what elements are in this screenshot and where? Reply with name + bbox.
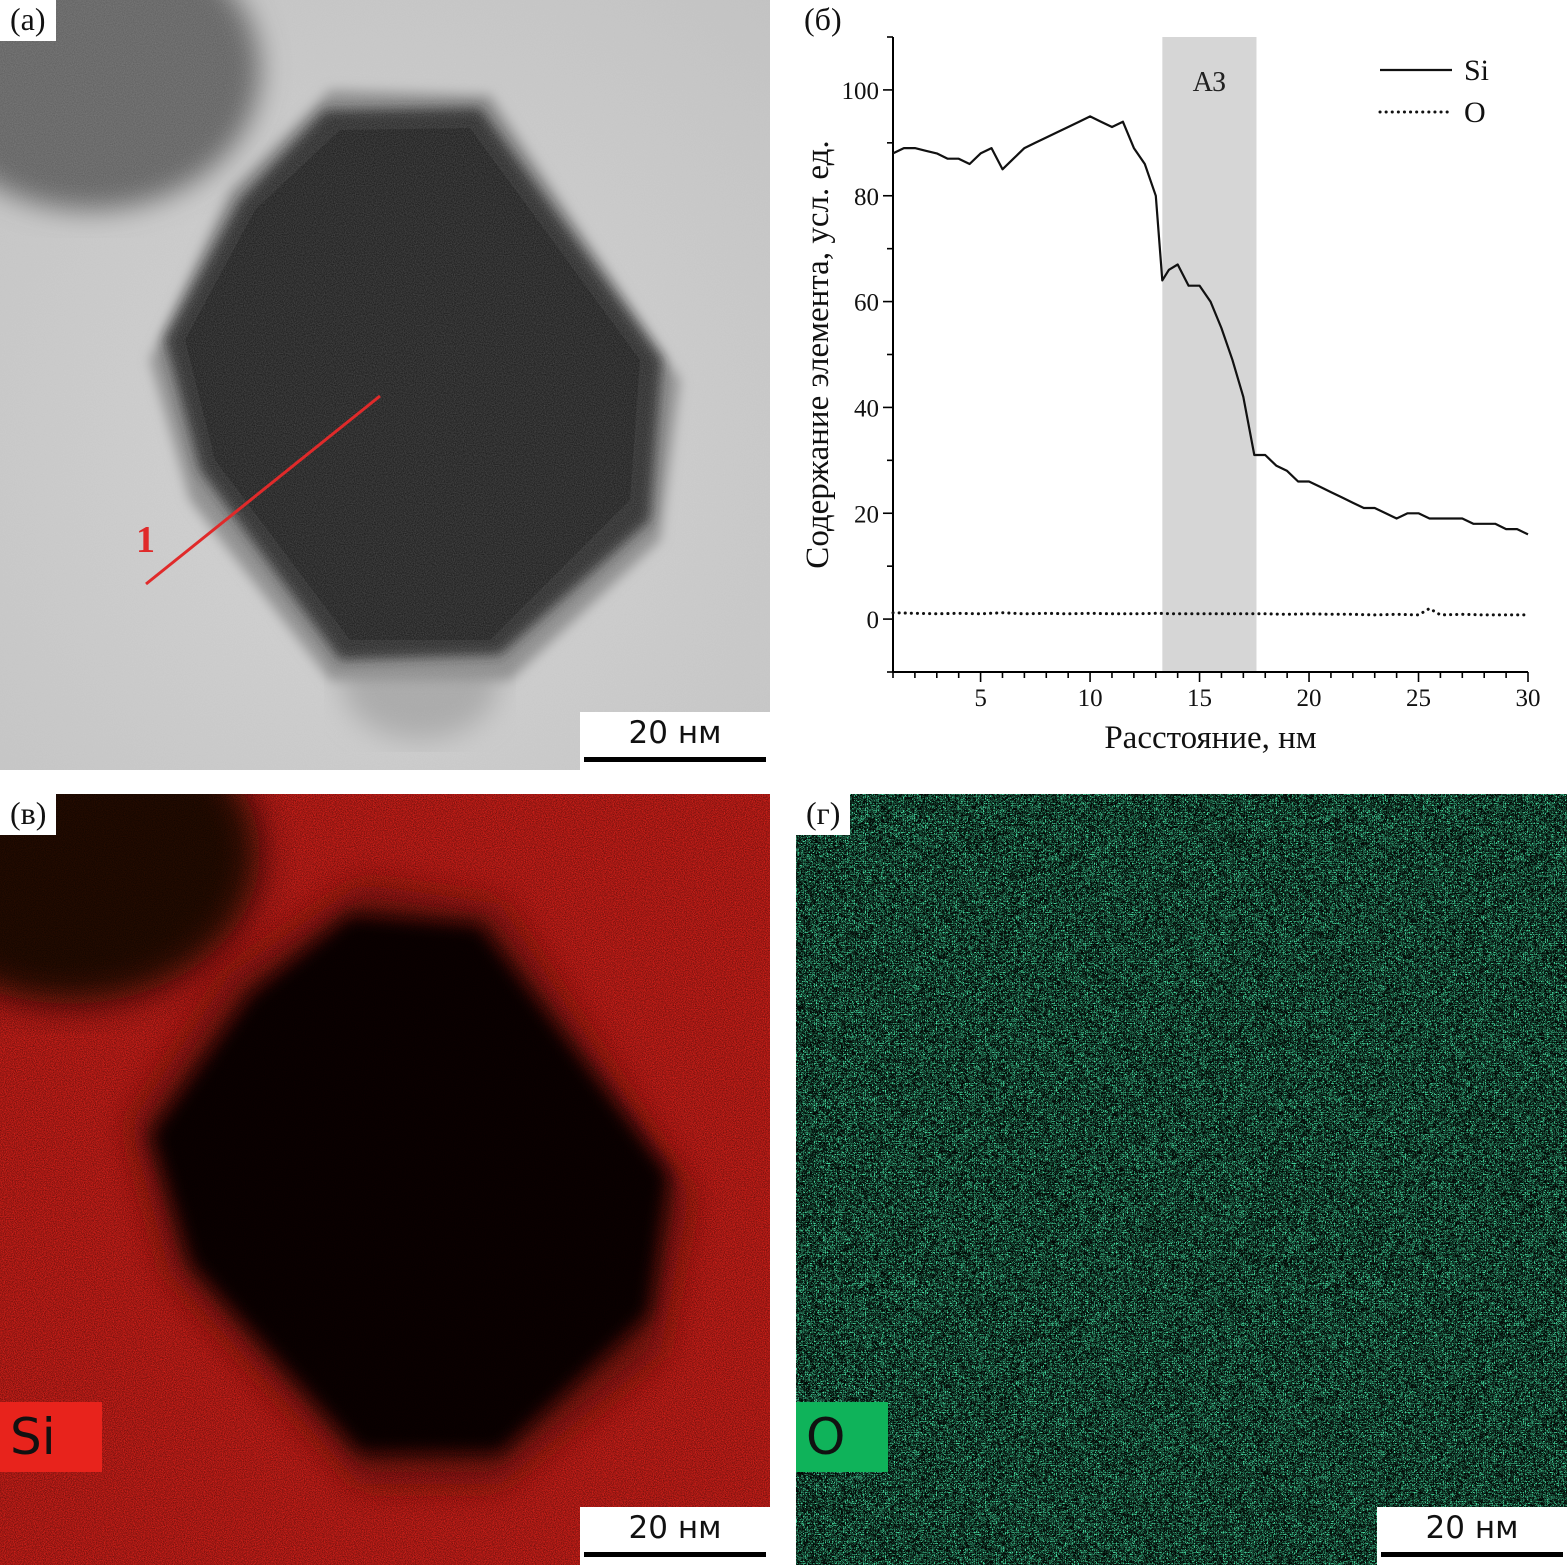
panel-label-a: (а)	[0, 0, 56, 42]
si-map-image	[0, 794, 770, 1565]
x-tick-label: 20	[1297, 685, 1322, 712]
x-tick-label: 5	[974, 685, 987, 712]
scale-bar-a-line	[584, 757, 766, 762]
scale-bar-c: 20 нм	[580, 1507, 770, 1565]
o-map-image	[796, 794, 1567, 1565]
x-tick-label: 30	[1516, 685, 1541, 712]
x-tick-label: 10	[1078, 685, 1103, 712]
series-line-si	[892, 115, 1529, 536]
scale-bar-c-line	[584, 1552, 766, 1557]
y-tick-label: 20	[854, 501, 879, 528]
annotation-band	[1162, 37, 1257, 672]
x-tick-label: 15	[1187, 685, 1212, 712]
legend-label-si: Si	[1464, 54, 1489, 87]
chart-svg: АЗ 5 10 15 20 25 30 0 20 40 60 80 100 Расстояние, нм…	[800, 36, 1541, 756]
y-tick-label: 80	[854, 184, 879, 211]
line-scan-label: 1	[136, 519, 155, 561]
scale-bar-d: 20 нм	[1377, 1507, 1567, 1565]
scale-bar-d-text: 20 нм	[1425, 1510, 1519, 1546]
series-line-o	[891, 607, 1530, 617]
panel-label-b: (б)	[794, 0, 852, 42]
panel-label-d: (г)	[796, 794, 851, 836]
y-tick-label: 100	[842, 78, 880, 105]
si-element-badge: Si	[0, 1402, 102, 1472]
tem-image	[0, 0, 770, 770]
line-scan-marker	[145, 394, 381, 586]
panel-label-c: (в)	[0, 794, 57, 836]
x-tick-label: 25	[1406, 685, 1431, 712]
scale-bar-d-line	[1381, 1552, 1563, 1557]
tem-image-panel: (а) 1 20 нм	[0, 0, 770, 770]
o-element-badge: O	[796, 1402, 888, 1472]
scale-bar-a: 20 нм	[580, 712, 770, 770]
si-map-panel: (в) Si 20 нм	[0, 794, 770, 1565]
y-tick-label: 40	[854, 395, 879, 422]
scale-bar-c-text: 20 нм	[628, 1510, 722, 1546]
o-map-panel: (г) O 20 нм	[796, 794, 1567, 1565]
y-axis-label: Содержание элемента, усл. ед.	[800, 140, 836, 568]
y-tick-label: 60	[854, 290, 879, 317]
line-profile-chart: АЗ 5 10 15 20 25 30 0 20 40 60 80 100 Расстояние, нм…	[790, 0, 1567, 780]
scale-bar-a-text: 20 нм	[628, 715, 722, 751]
legend-label-o: O	[1464, 96, 1486, 129]
y-tick-label: 0	[867, 607, 880, 634]
annotation-label: АЗ	[1193, 67, 1227, 98]
x-axis-label: Расстояние, нм	[1104, 720, 1316, 756]
